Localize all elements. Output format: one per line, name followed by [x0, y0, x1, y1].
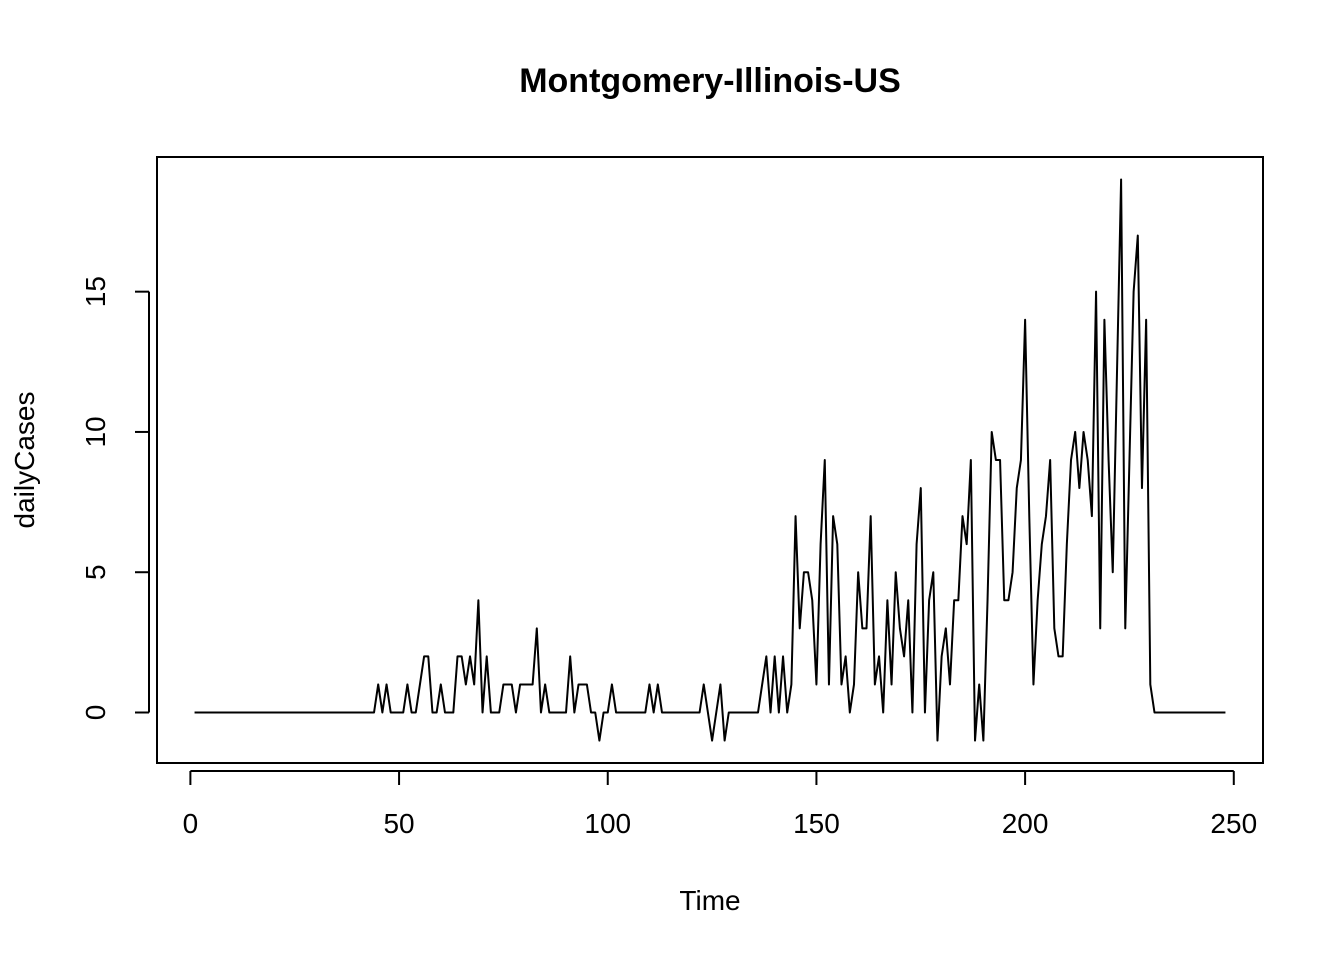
- x-tick-label: 50: [383, 808, 414, 839]
- x-tick-label: 250: [1210, 808, 1257, 839]
- y-tick-label: 10: [80, 416, 111, 447]
- plot-frame: [156, 156, 1264, 764]
- y-axis: 0 5 10 15: [80, 276, 150, 721]
- y-axis-label: dailyCases: [9, 392, 40, 529]
- x-tick-label: 0: [183, 808, 199, 839]
- y-tick-label: 15: [80, 276, 111, 307]
- series-line: [194, 178, 1226, 742]
- x-axis: 0 50 100 150 200 250: [183, 770, 1257, 839]
- y-tick-label: 5: [80, 564, 111, 580]
- x-tick-label: 100: [584, 808, 631, 839]
- y-tick-label: 0: [80, 705, 111, 721]
- x-tick-label: 150: [793, 808, 840, 839]
- x-axis-label: Time: [679, 885, 740, 916]
- chart-title: Montgomery-Illinois-US: [519, 62, 901, 100]
- x-tick-label: 200: [1002, 808, 1049, 839]
